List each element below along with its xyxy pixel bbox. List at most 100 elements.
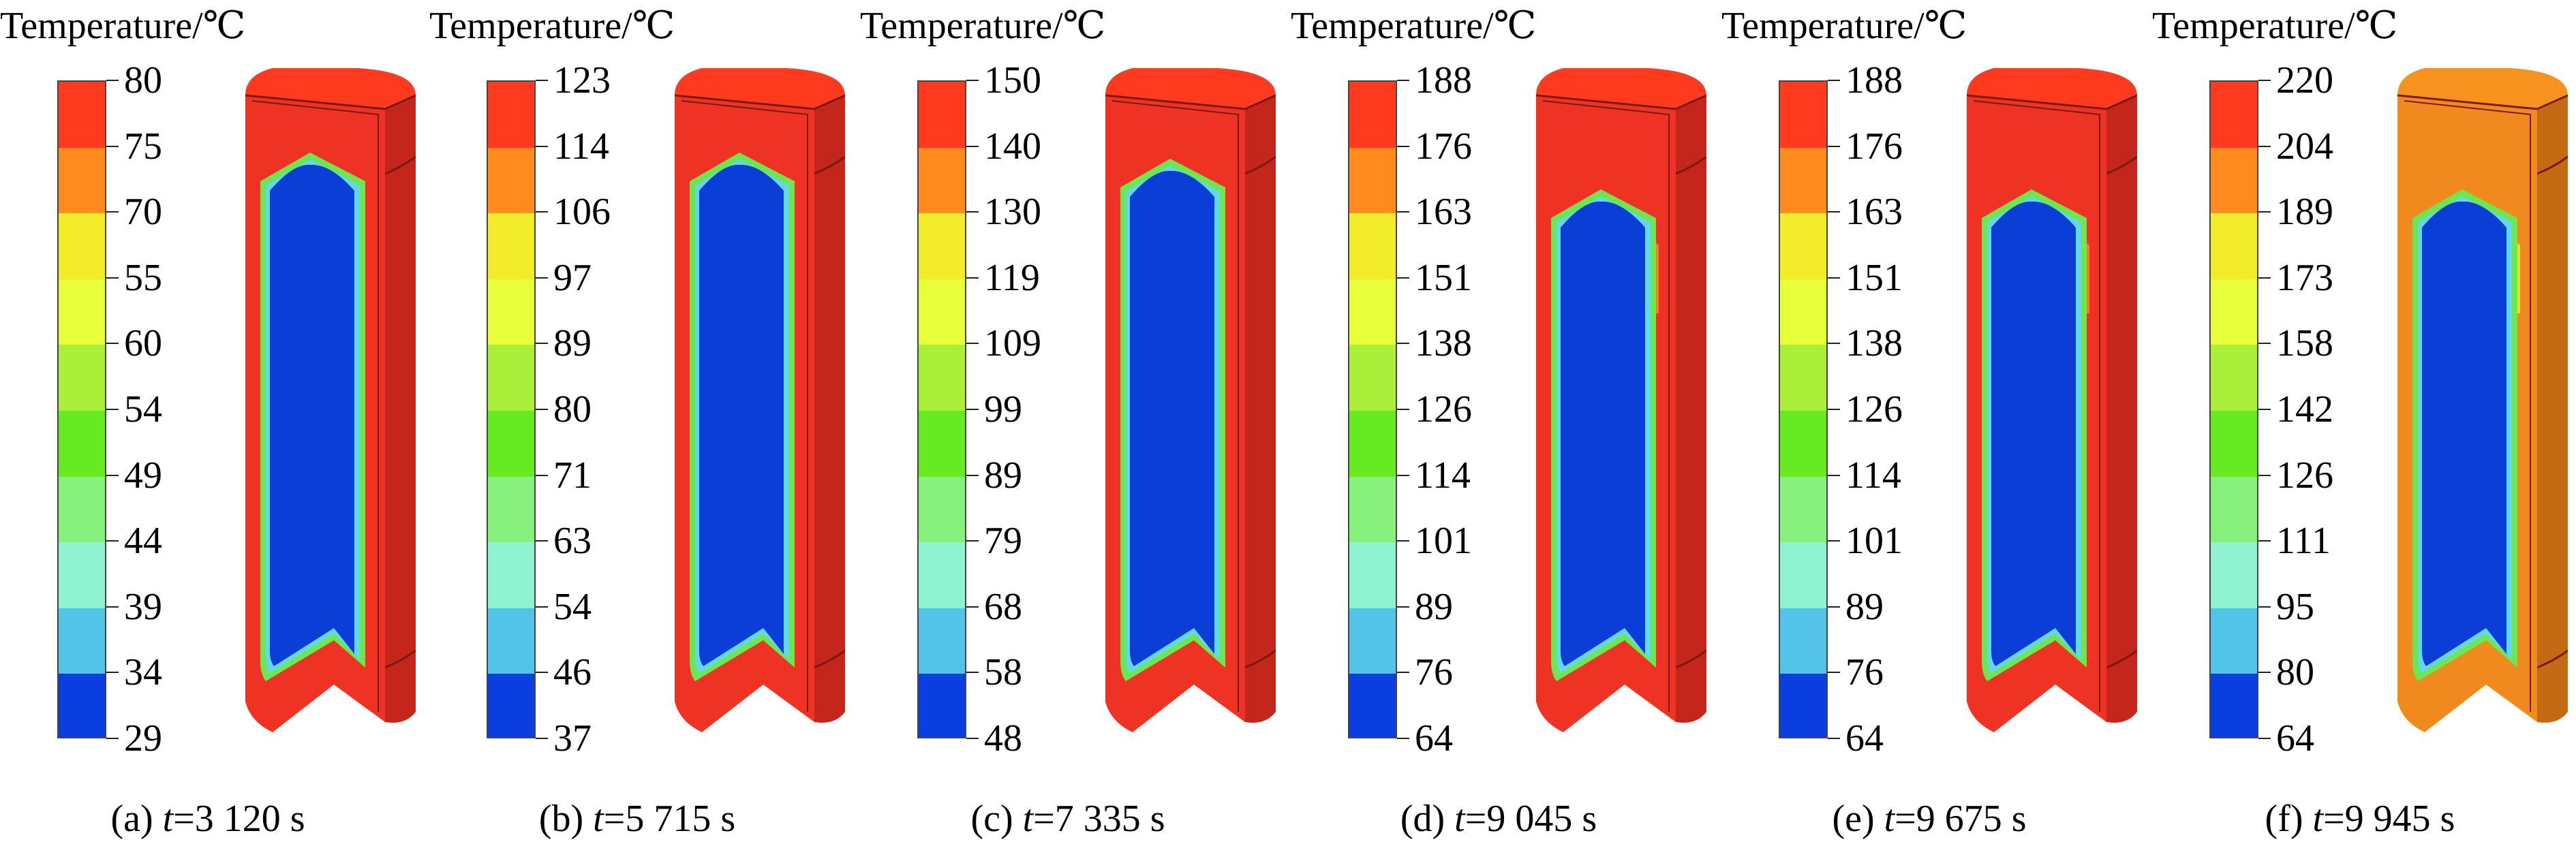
- colorbar-tick: [106, 606, 119, 608]
- caption-label: (b): [538, 798, 594, 840]
- colorbar-tick: [1397, 540, 1409, 542]
- colorbar-tick: [1828, 409, 1840, 410]
- colorbar-tick-label: 109: [984, 322, 1041, 365]
- caption-time: =7 335 s: [1033, 798, 1165, 840]
- panel-a: Temperature/℃ 80 75 70 55 60 54 49 44 39 34 29 (a) t…: [0, 0, 416, 861]
- colorbar-tick-label: 70: [124, 191, 162, 234]
- caption-label: (c): [970, 798, 1023, 840]
- colorbar-tick: [1397, 606, 1409, 608]
- colorbar-ticks: [966, 80, 980, 739]
- colorbar-band: [1349, 147, 1396, 214]
- colorbar-tick: [536, 277, 548, 279]
- outer-wall: [2537, 95, 2568, 723]
- colorbar-band: [1780, 147, 1826, 214]
- colorbar-tick: [1397, 343, 1409, 345]
- colorbar-tick-label: 163: [1415, 191, 1472, 234]
- colorbar-tick-label: 119: [984, 256, 1040, 299]
- top-edge: [245, 94, 416, 110]
- colorbar-tick: [106, 211, 119, 213]
- colorbar-tick: [2258, 211, 2271, 213]
- colorbar-tick: [1397, 145, 1409, 147]
- legend-title: Temperature/℃: [860, 5, 1106, 47]
- colorbar-tick-label: 111: [2276, 520, 2331, 563]
- colorbar-tick: [966, 145, 979, 147]
- colorbar-tick: [2258, 409, 2271, 410]
- colorbar-tick-label: 114: [1415, 454, 1471, 497]
- colorbar-band: [488, 476, 534, 543]
- colorbar-tick: [966, 211, 979, 213]
- colorbar-tick: [1828, 343, 1840, 345]
- colorbar-band: [488, 279, 534, 345]
- colorbar-tick: [536, 145, 548, 147]
- colorbar-tick-label: 39: [124, 585, 162, 628]
- cylinder-cutaway: [245, 68, 416, 732]
- colorbar: [1779, 80, 1828, 738]
- colorbar-tick: [966, 277, 979, 279]
- colorbar-band: [59, 213, 105, 279]
- panel-caption: (e) t=9 675 s: [1721, 797, 2137, 841]
- colorbar-tick-label: 114: [1845, 454, 1901, 497]
- colorbar-band: [2211, 476, 2257, 543]
- colorbar-tick: [1828, 738, 1840, 739]
- colorbar-tick: [966, 343, 979, 345]
- top-edge: [2397, 94, 2568, 110]
- colorbar-band: [1349, 279, 1396, 345]
- caption-time: =9 045 s: [1465, 798, 1597, 840]
- colorbar-tick-label: 49: [124, 454, 162, 497]
- colorbar-tick-label: 101: [1845, 520, 1903, 563]
- colorbar: [1348, 80, 1397, 738]
- caption-time: =3 120 s: [173, 798, 305, 840]
- colorbar-band: [488, 542, 534, 608]
- colorbar-tick-label: 163: [1845, 191, 1903, 234]
- colorbar-tick-label: 89: [1845, 585, 1884, 628]
- colorbar-tick-label: 75: [124, 125, 162, 168]
- caption-variable: t: [593, 798, 604, 840]
- colorbar-tick-label: 220: [2276, 59, 2333, 101]
- caption-time: =9 945 s: [2323, 798, 2455, 840]
- shell-rib: [1675, 649, 1706, 669]
- colorbar-tick: [536, 343, 548, 345]
- colorbar-tick-label: 97: [553, 256, 592, 299]
- panel-caption: (a) t=3 120 s: [0, 797, 416, 841]
- colorbar-tick-label: 126: [1415, 388, 1472, 430]
- caption-variable: t: [162, 798, 174, 840]
- colorbar-band: [59, 410, 105, 477]
- colorbar-tick-label: 89: [984, 454, 1022, 497]
- colorbar-band: [1780, 213, 1826, 279]
- colorbar-tick-label: 54: [553, 585, 592, 628]
- cylinder-cutaway: [1967, 68, 2137, 732]
- outer-wall: [1245, 95, 1276, 723]
- colorbar-tick: [1397, 474, 1409, 476]
- shell-rib: [1244, 649, 1276, 669]
- panel-b: Temperature/℃ 123 114 106 97 89 80 71 63 54 46 37 (b…: [429, 0, 845, 861]
- outer-wall: [385, 95, 416, 723]
- colorbar-band: [919, 476, 965, 543]
- colorbar-tick-label: 76: [1415, 651, 1453, 694]
- colorbar-band: [1780, 410, 1826, 477]
- colorbar-tick: [106, 738, 119, 739]
- colorbar-tick: [106, 277, 119, 279]
- colorbar-tick: [1828, 145, 1840, 147]
- colorbar-tick: [2258, 343, 2271, 345]
- shell-rib: [814, 649, 845, 669]
- colorbar-tick-label: 64: [1845, 717, 1884, 760]
- colorbar-tick-label: 188: [1415, 59, 1472, 101]
- colorbar-tick-label: 204: [2276, 125, 2333, 168]
- colorbar-tick: [1828, 80, 1840, 81]
- colorbar-ticks: [2258, 80, 2272, 739]
- colorbar-band: [488, 608, 534, 674]
- blue-core: [2422, 201, 2506, 666]
- colorbar-tick-label: 189: [2276, 191, 2333, 234]
- colorbar-band: [59, 542, 105, 608]
- colorbar-tick: [966, 80, 979, 81]
- colorbar: [487, 80, 536, 738]
- colorbar-tick-label: 76: [1845, 651, 1884, 694]
- colorbar-tick-label: 44: [124, 520, 162, 563]
- shell-rib: [384, 649, 416, 669]
- colorbar-band: [2211, 542, 2257, 608]
- colorbar-tick: [1397, 672, 1409, 674]
- colorbar-band: [1349, 213, 1396, 279]
- colorbar-tick: [1828, 211, 1840, 213]
- colorbar-band: [1349, 476, 1396, 543]
- colorbar-tick: [536, 474, 548, 476]
